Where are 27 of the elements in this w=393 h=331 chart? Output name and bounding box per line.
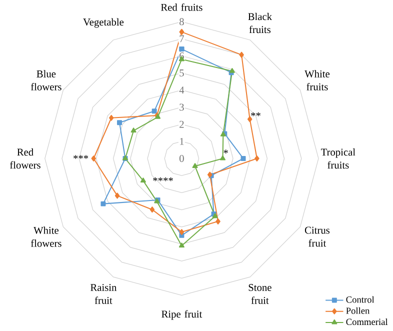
y-tick-label: 8 [180,18,184,26]
spoke-label: White fruits [304,70,330,91]
spoke-label: Vegetable [83,18,124,28]
legend-label: Pollen [346,308,370,314]
text: ** [251,112,260,116]
y-tick-label: 1 [180,138,184,145]
spoke-label: Red fruits [160,4,202,12]
spoke-label: Blue flowers [30,70,62,91]
spoke-label: Citrus fruit [304,226,330,247]
spoke-label: White flowers [30,226,62,248]
spoke-label: Stone fruit [248,284,272,304]
spoke-label: Raisin fruit [90,284,117,304]
spoke-label: Tropical fruits [321,148,356,169]
spoke-label: Red flowers [10,148,40,169]
y-tick-label: 3 [180,104,184,111]
spoke-label: Ripe fruit [162,310,202,320]
y-tick-label: 4 [179,86,184,94]
legend-label: Control [346,296,374,303]
y-tick-label: 5 [180,70,184,77]
legend-label: Commerial [346,318,388,326]
y-tick-label: 2 [180,121,184,128]
text: *** [74,155,88,160]
y-tick-label: 0 [180,155,184,162]
text: * [224,150,228,154]
text: **** [153,178,173,182]
y-tick-label: 7 [180,36,184,42]
spoke-label: Black fruits [248,13,272,34]
